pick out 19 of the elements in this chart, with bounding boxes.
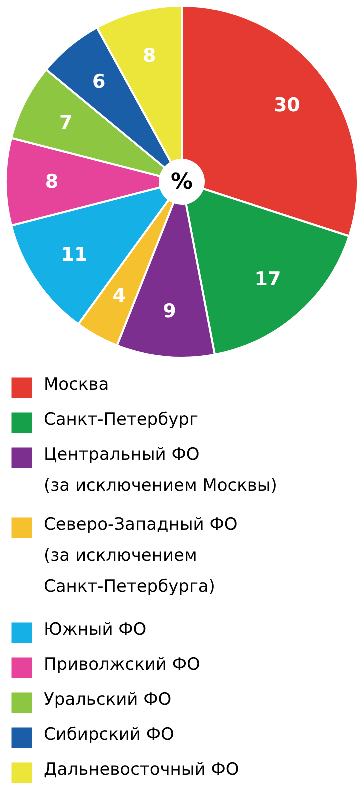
data-label: 9 <box>163 300 176 322</box>
legend-label: Дальневосточный ФО <box>44 760 240 780</box>
legend-label: Москва <box>44 375 110 395</box>
legend-label: Центральный ФО (за исключением Москвы) <box>44 445 278 496</box>
legend-label: Приволжский ФО <box>44 655 200 675</box>
legend-label: Северо-Западный ФО (за исключением Санкт-Петербурга) <box>44 515 238 597</box>
legend-label: Санкт-Петербург <box>44 410 198 430</box>
data-label: 8 <box>45 171 59 193</box>
data-label: 4 <box>112 284 126 307</box>
data-label: 8 <box>143 45 156 68</box>
legend-label: Сибирский ФО <box>44 725 174 745</box>
data-label: 11 <box>61 244 88 266</box>
data-label: 30 <box>274 94 300 117</box>
data-label: 6 <box>92 70 106 93</box>
text: % <box>170 170 194 195</box>
legend-label: Уральский ФО <box>44 690 172 710</box>
data-label: 7 <box>60 112 73 134</box>
data-label: 17 <box>254 268 282 291</box>
legend-label: Южный ФО <box>44 620 147 640</box>
